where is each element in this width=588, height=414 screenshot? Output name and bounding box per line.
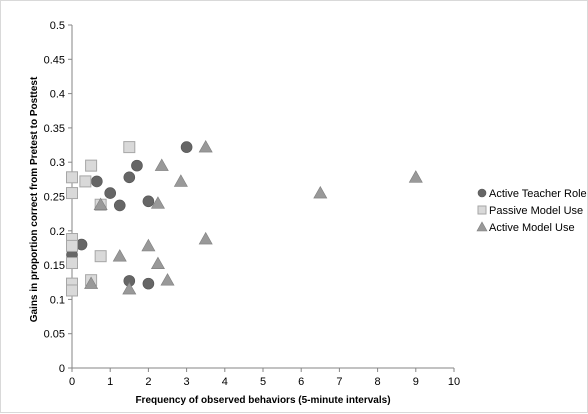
x-tick-label: 4 (222, 376, 228, 388)
legend-marker-triangle (476, 221, 488, 232)
legend-item: Active Teacher Role (477, 188, 587, 200)
series-square (66, 141, 136, 297)
axes (68, 24, 455, 372)
series-triangle (84, 139, 423, 295)
x-tick-label: 3 (184, 376, 190, 388)
y-tick-label: 0 (59, 363, 65, 375)
data-point-circle (142, 195, 155, 208)
data-point-square (85, 159, 98, 172)
data-point-triangle (150, 256, 165, 270)
data-point-square (66, 257, 78, 270)
legend-label: Active Model Use (489, 222, 575, 234)
y-tick-label: 0.4 (50, 89, 65, 101)
data-point-triangle (112, 249, 127, 262)
y-tick-label: 0.2 (50, 226, 65, 238)
data-point-triangle (173, 174, 188, 187)
data-point-circle (91, 175, 103, 188)
x-tick-label: 10 (448, 376, 460, 388)
legend-item: Passive Model Use (477, 205, 583, 217)
data-point-triangle (160, 273, 175, 286)
data-point-triangle (198, 139, 213, 153)
data-point-triangle (84, 276, 99, 289)
x-tick-label: 9 (413, 376, 419, 388)
x-tick-label: 5 (260, 376, 266, 388)
data-point-square (66, 187, 78, 200)
data-point-square (66, 239, 78, 252)
data-point-triangle (122, 282, 137, 295)
y-tick-label: 0.05 (44, 329, 65, 341)
y-tick-label: 0.15 (44, 260, 65, 272)
data-point-square (123, 141, 136, 154)
legend-marker-circle (477, 188, 487, 198)
y-tick-label: 0.3 (50, 157, 65, 169)
data-point-triangle (150, 196, 165, 209)
data-point-square (79, 175, 92, 188)
y-tick-labels: 0 0.05 0.1 0.15 0.2 0.25 0.3 0.35 0.4 0.45 0.5 (44, 20, 65, 375)
data-point-square (66, 171, 78, 184)
legend-marker-square (477, 205, 487, 215)
y-tick-label: 0.1 (50, 294, 65, 306)
data-point-triangle (93, 197, 108, 211)
data-point-square (94, 250, 107, 263)
x-tick-labels: 0 1 2 3 4 5 6 7 8 9 10 (69, 376, 460, 388)
data-point-circle (131, 159, 143, 172)
data-point-circle (142, 277, 155, 290)
x-axis-title: Frequency of observed behaviors (5-minut… (135, 395, 390, 406)
data-point-triangle (198, 231, 213, 245)
data-points (66, 139, 423, 297)
x-tick-label: 0 (69, 376, 75, 388)
legend-label: Active Teacher Role (489, 188, 587, 200)
legend-item: Active Model Use (476, 221, 575, 234)
data-point-circle (180, 141, 193, 153)
y-tick-label: 0.25 (44, 192, 65, 204)
data-point-triangle (141, 238, 156, 252)
data-point-triangle (408, 170, 423, 183)
data-point-triangle (313, 185, 328, 199)
y-tick-label: 0.5 (50, 20, 65, 32)
legend: Active Teacher Role Passive Model Use Acti… (476, 188, 587, 234)
y-axis-title: Gains in proportion correct from Pretest… (29, 76, 40, 322)
data-point-circle (123, 171, 136, 184)
x-tick-label: 2 (145, 376, 151, 388)
x-tick-label: 6 (298, 376, 304, 388)
x-tick-label: 8 (375, 376, 381, 388)
data-point-circle (113, 199, 126, 212)
y-tick-label: 0.35 (44, 123, 65, 135)
data-point-triangle (154, 158, 169, 171)
legend-label: Passive Model Use (489, 205, 583, 217)
x-tick-label: 1 (107, 376, 113, 388)
x-tick-label: 7 (336, 376, 342, 388)
data-point-square (66, 284, 78, 297)
data-point-circle (104, 187, 116, 199)
y-tick-label: 0.45 (44, 54, 65, 66)
series-circle (66, 141, 193, 290)
